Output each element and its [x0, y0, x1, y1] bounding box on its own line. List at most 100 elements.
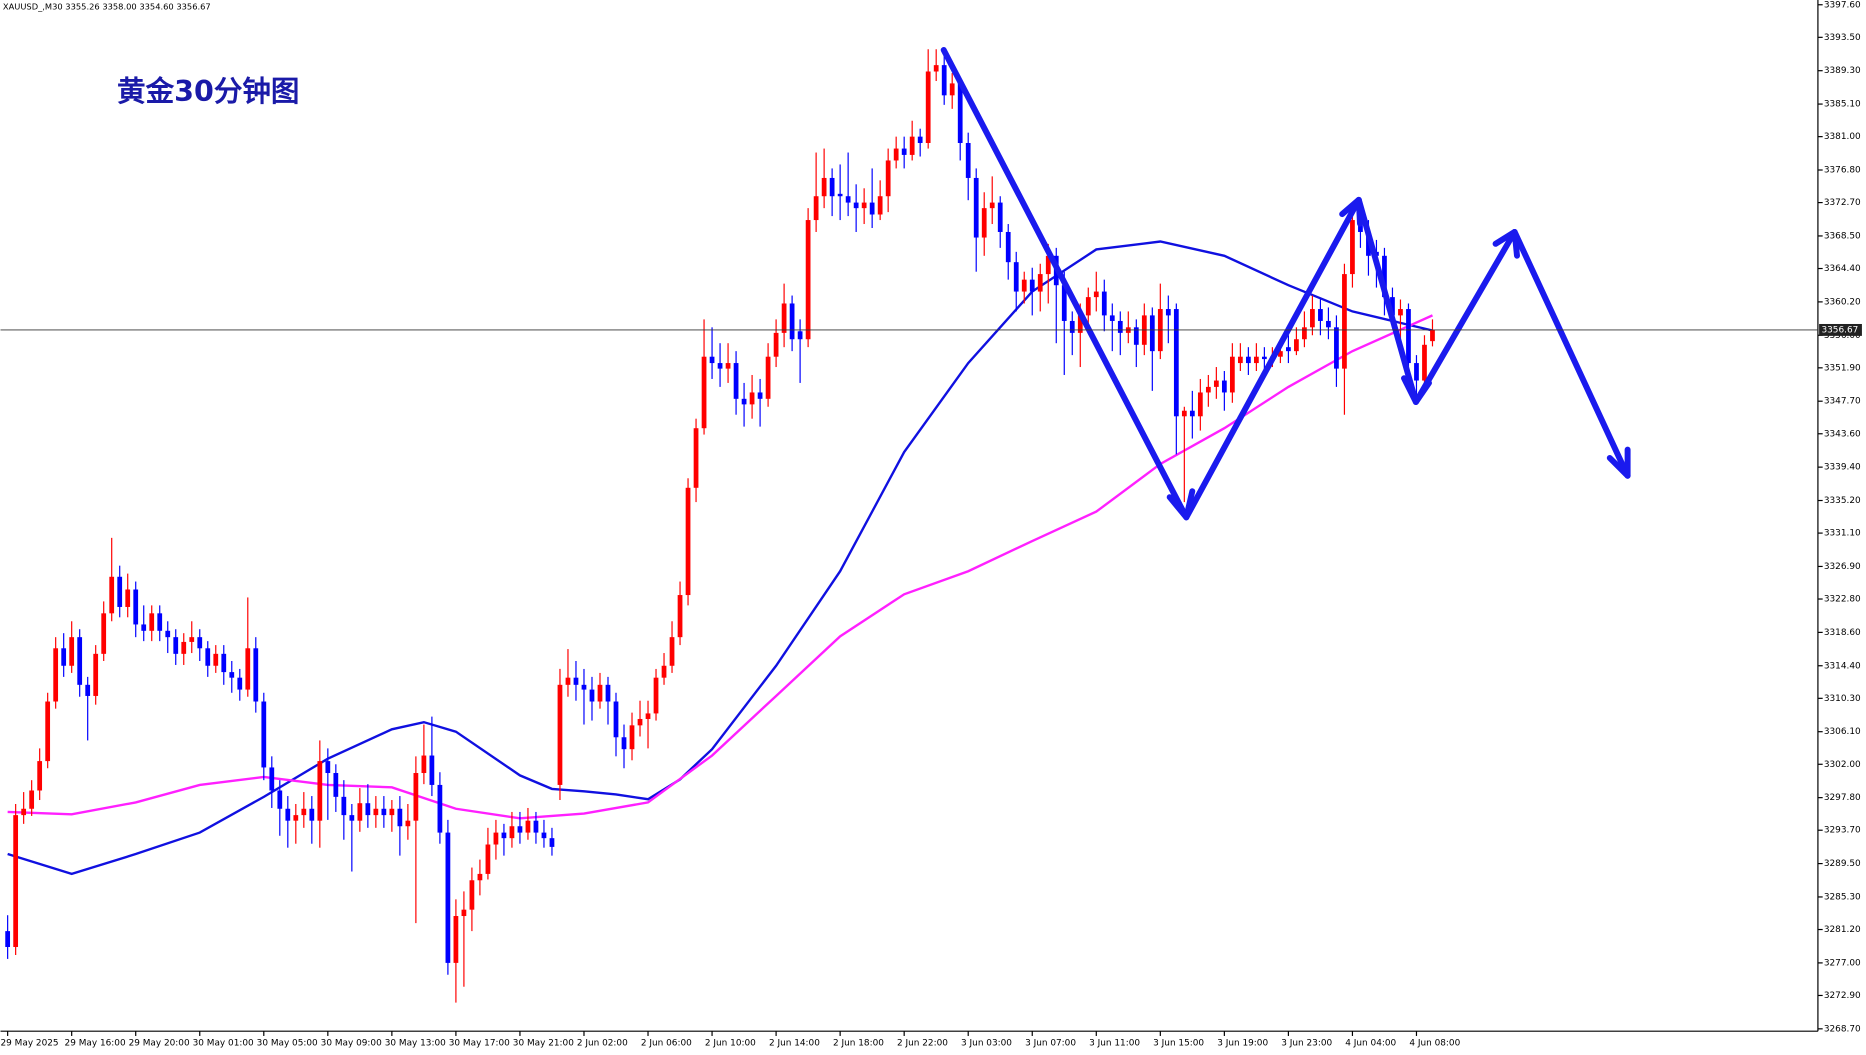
y-tick-label: 3347.70	[1824, 397, 1861, 407]
candle-body	[293, 815, 299, 821]
y-tick-label: 3293.70	[1824, 826, 1861, 836]
x-tick-label: 2 Jun 06:00	[641, 1039, 692, 1049]
candle-body	[973, 177, 979, 238]
candle-body	[5, 931, 11, 948]
candle-body	[893, 148, 899, 161]
candle-body	[1093, 291, 1099, 298]
candle-body	[1414, 363, 1419, 381]
candle-body	[1205, 386, 1211, 393]
candle-body	[981, 208, 987, 238]
candle-body	[205, 648, 211, 666]
x-tick-label: 30 May 21:00	[513, 1039, 574, 1049]
candle-body	[493, 832, 499, 845]
candle-body	[1021, 279, 1027, 292]
y-tick-label: 3381.00	[1824, 132, 1861, 142]
candle-body	[701, 356, 707, 429]
candle-body	[677, 595, 683, 638]
candle-body	[389, 808, 395, 816]
candle-body	[1310, 309, 1315, 328]
candle-body	[189, 637, 195, 642]
candle-body	[485, 844, 491, 874]
candle-body	[197, 637, 203, 649]
candle-body	[1221, 380, 1227, 393]
candle-body	[165, 630, 171, 638]
candle-body	[37, 761, 43, 791]
x-tick-label: 2 Jun 22:00	[897, 1039, 948, 1049]
candle-body	[261, 701, 267, 768]
candle-body	[509, 826, 515, 839]
candle-body	[1005, 231, 1011, 263]
y-tick-label: 3393.50	[1824, 33, 1861, 43]
x-tick-label: 30 May 13:00	[385, 1039, 446, 1049]
candle-body	[101, 613, 107, 654]
candle-body	[21, 808, 27, 816]
candle-body	[869, 202, 875, 215]
y-tick-label: 3360.20	[1824, 297, 1861, 307]
y-tick-label: 3318.60	[1824, 628, 1861, 638]
candle-body	[421, 755, 427, 774]
y-tick-label: 3285.30	[1824, 892, 1861, 902]
y-tick-label: 3310.30	[1824, 694, 1861, 704]
candle-body	[125, 589, 131, 607]
candle-body	[669, 637, 675, 666]
candle-body	[1229, 356, 1235, 393]
candle-body	[69, 637, 75, 666]
x-tick-label: 2 Jun 18:00	[833, 1039, 884, 1049]
y-tick-label: 3268.70	[1824, 1024, 1861, 1034]
candle-body	[1213, 380, 1219, 387]
x-tick-label: 3 Jun 03:00	[961, 1039, 1012, 1049]
candle-body	[629, 725, 635, 750]
candle-body	[157, 613, 163, 631]
candle-body	[1390, 297, 1395, 316]
candle-body	[917, 136, 923, 143]
candle-body	[1029, 279, 1035, 292]
candle-body	[277, 790, 283, 809]
candle-body	[725, 363, 731, 369]
candle-body	[589, 689, 595, 702]
candle-body	[269, 767, 275, 791]
x-tick-label: 3 Jun 15:00	[1153, 1039, 1204, 1049]
candle-body	[501, 832, 507, 839]
candle-body	[933, 65, 939, 72]
candle-body	[573, 677, 579, 685]
y-tick-label: 3306.10	[1824, 727, 1861, 737]
candle-body	[637, 718, 643, 726]
candle-body	[1101, 291, 1107, 316]
candle-body	[533, 820, 539, 833]
candle-body	[829, 177, 835, 197]
symbol-header: XAUUSD_,M30 3355.26 3358.00 3354.60 3356…	[3, 2, 211, 12]
candle-body	[1398, 309, 1403, 316]
y-tick-label: 3351.90	[1824, 363, 1861, 373]
candle-body	[1262, 356, 1267, 360]
y-tick-label: 3389.30	[1824, 66, 1861, 76]
x-tick-label: 29 May 16:00	[65, 1039, 126, 1049]
candle-body	[909, 136, 915, 155]
candle-body	[453, 916, 459, 963]
candle-body	[605, 684, 611, 702]
candle-body	[741, 398, 747, 405]
x-tick-label: 2 Jun 14:00	[769, 1039, 820, 1049]
candle-body	[565, 677, 571, 685]
candle-body	[1245, 356, 1251, 364]
candle-body	[357, 803, 363, 821]
y-tick-label: 3385.10	[1824, 100, 1861, 110]
candle-body	[245, 648, 251, 690]
candle-body	[1117, 320, 1123, 333]
candle-body	[1326, 320, 1331, 328]
candle-body	[1037, 274, 1043, 292]
x-tick-label: 30 May 05:00	[257, 1039, 318, 1049]
candle-body	[1286, 347, 1291, 352]
y-tick-label: 3326.90	[1824, 562, 1861, 572]
candle-body	[861, 202, 867, 209]
candle-body	[1278, 351, 1283, 357]
y-tick-label: 3314.40	[1824, 661, 1861, 671]
candle-body	[181, 641, 187, 654]
arrow-head	[1401, 375, 1432, 405]
candle-body	[1237, 356, 1243, 364]
y-tick-label: 3331.10	[1824, 529, 1861, 539]
y-tick-label: 3281.20	[1824, 925, 1861, 935]
candle-body	[341, 796, 347, 816]
y-tick-label: 3297.80	[1824, 793, 1861, 803]
candle-body	[405, 820, 411, 827]
